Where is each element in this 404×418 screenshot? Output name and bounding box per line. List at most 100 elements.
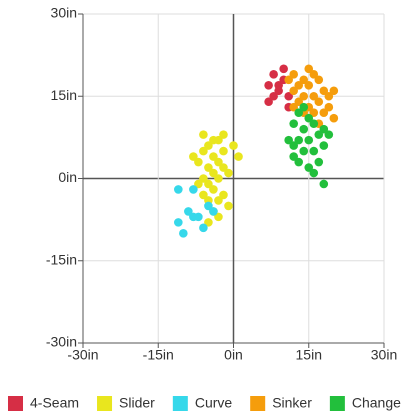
- point: [194, 157, 203, 167]
- point: [289, 141, 299, 150]
- point: [299, 75, 309, 85]
- point: [199, 190, 208, 200]
- point: [304, 64, 314, 74]
- point: [189, 185, 198, 194]
- point: [289, 102, 299, 112]
- point: [319, 141, 329, 150]
- point: [304, 135, 314, 145]
- point: [214, 212, 223, 222]
- point: [294, 97, 304, 107]
- point: [264, 97, 273, 107]
- point: [199, 174, 208, 183]
- point: [284, 135, 293, 145]
- point: [174, 218, 183, 227]
- point: [309, 119, 319, 128]
- y-tick-label: -15in: [46, 251, 77, 267]
- point: [324, 130, 334, 139]
- y-tick-label: 0in: [58, 169, 77, 185]
- point: [299, 91, 309, 101]
- y-tick-label: -30in: [46, 334, 77, 350]
- point: [219, 130, 228, 139]
- point: [324, 91, 334, 101]
- point: [309, 70, 319, 79]
- point: [189, 152, 198, 161]
- point: [314, 157, 324, 167]
- point: [184, 207, 193, 216]
- x-tick-label: 0in: [224, 347, 243, 363]
- point: [319, 124, 329, 134]
- point: [319, 86, 329, 96]
- point: [209, 207, 218, 216]
- point: [199, 146, 208, 156]
- legend-item: Slider: [97, 395, 155, 411]
- point: [174, 185, 183, 194]
- x-tick-label: -15in: [143, 347, 174, 363]
- point: [294, 135, 304, 145]
- point: [269, 70, 278, 79]
- legend-label: 4-Seam: [30, 395, 79, 411]
- point: [319, 108, 329, 117]
- point: [204, 141, 213, 150]
- legend-label: Sinker: [272, 395, 312, 411]
- point: [219, 146, 228, 156]
- point: [294, 157, 304, 167]
- point: [234, 152, 243, 161]
- point: [274, 86, 283, 96]
- point: [309, 168, 319, 178]
- point: [299, 124, 309, 134]
- point: [314, 130, 324, 139]
- point: [329, 86, 339, 96]
- legend-label: Slider: [119, 395, 155, 411]
- point: [299, 102, 309, 112]
- point: [309, 91, 319, 101]
- point: [214, 174, 223, 183]
- point: [204, 179, 213, 189]
- point: [329, 113, 339, 123]
- point: [214, 196, 223, 205]
- point: [309, 108, 319, 117]
- point: [219, 190, 228, 200]
- legend-item: Change: [329, 395, 401, 411]
- legend-item: Curve: [172, 395, 233, 411]
- point: [209, 168, 218, 178]
- point: [319, 179, 329, 189]
- y-tick-label: 15in: [51, 87, 77, 103]
- point: [324, 102, 334, 112]
- legend-label: Curve: [195, 395, 233, 411]
- legend-swatch: [250, 396, 266, 411]
- x-tick-label: 15in: [296, 347, 322, 363]
- point: [194, 179, 203, 189]
- legend-label: Change: [352, 395, 401, 411]
- point: [289, 86, 299, 96]
- point: [314, 75, 324, 85]
- point: [314, 97, 324, 107]
- legend-swatch: [97, 396, 113, 411]
- point: [204, 163, 213, 172]
- point: [179, 229, 188, 238]
- point: [224, 201, 233, 211]
- point: [204, 218, 213, 227]
- point: [304, 113, 314, 123]
- point: [199, 223, 208, 233]
- point: [209, 152, 218, 161]
- legend-item: 4-Seam: [8, 395, 79, 411]
- y-tick-label: 30in: [51, 5, 77, 21]
- point: [269, 91, 278, 101]
- point: [309, 146, 319, 156]
- point: [189, 212, 198, 222]
- point: [304, 163, 314, 172]
- point: [284, 75, 293, 85]
- point: [204, 201, 213, 211]
- legend-swatch: [329, 396, 345, 411]
- point: [209, 185, 218, 194]
- point: [199, 130, 208, 139]
- point: [304, 80, 314, 90]
- x-tick-label: 30in: [371, 347, 397, 363]
- point: [289, 152, 299, 161]
- point: [284, 91, 293, 101]
- legend-swatch: [172, 396, 188, 411]
- point: [219, 163, 228, 172]
- point: [294, 108, 304, 117]
- point: [289, 70, 299, 79]
- point: [214, 157, 223, 167]
